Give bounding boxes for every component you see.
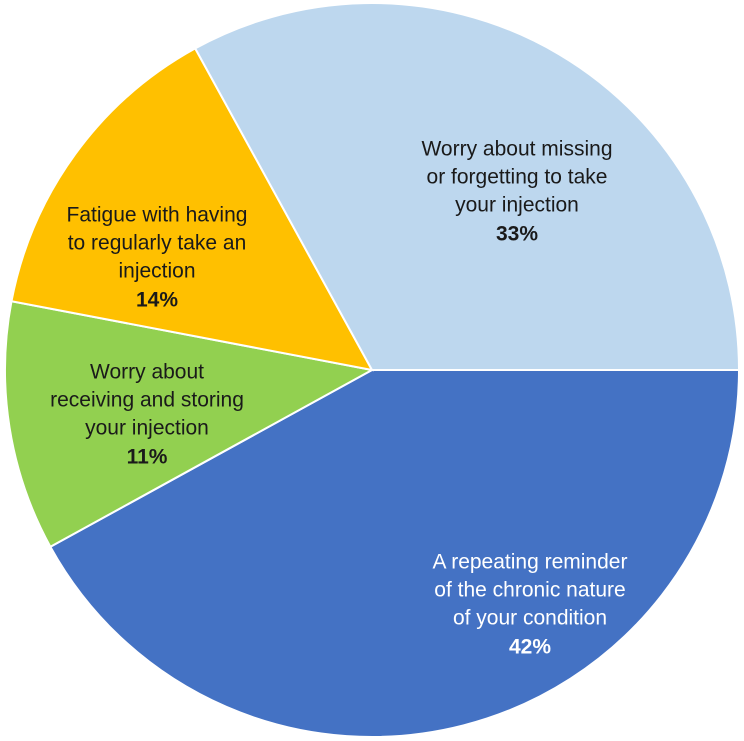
slice-label: of your condition bbox=[453, 607, 607, 630]
slice-label: receiving and storing bbox=[50, 389, 244, 412]
slice-label: injection bbox=[118, 260, 195, 283]
slice-label: Worry about bbox=[90, 361, 204, 384]
slice-value-label: 14% bbox=[136, 289, 178, 312]
pie-slice bbox=[193, 2, 741, 371]
pie-slice bbox=[4, 300, 375, 549]
slice-value-label: 42% bbox=[509, 636, 551, 659]
slice-label: Fatigue with having bbox=[67, 204, 248, 227]
slice-label: to regularly take an bbox=[68, 232, 247, 255]
slice-label: of the chronic nature bbox=[434, 579, 625, 602]
slice-value-label: 11% bbox=[127, 446, 168, 469]
slice-label: A repeating reminder bbox=[433, 551, 628, 574]
slice-label: your injection bbox=[455, 194, 579, 217]
slice-label: or forgetting to take bbox=[427, 166, 608, 189]
slice-label: Worry about missing bbox=[421, 138, 612, 161]
pie-slice bbox=[10, 47, 374, 372]
pie-slice bbox=[49, 369, 741, 738]
slice-label: your injection bbox=[85, 417, 209, 440]
slice-value-label: 33% bbox=[496, 223, 538, 246]
